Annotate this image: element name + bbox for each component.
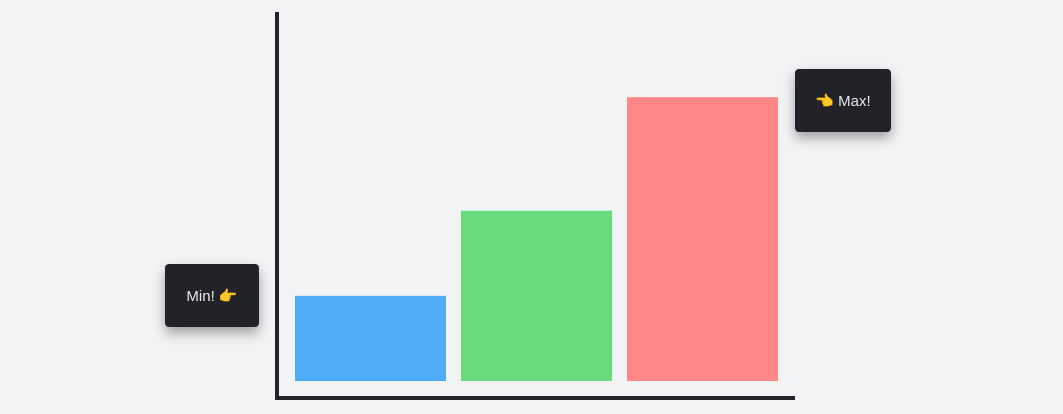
bar-3 (627, 97, 778, 382)
bar-1 (295, 295, 446, 381)
max-label: 👈 Max! (815, 92, 871, 110)
min-label: Min! 👉 (186, 287, 238, 305)
min-tooltip: Min! 👉 (165, 264, 259, 327)
max-tooltip: 👈 Max! (795, 69, 891, 132)
bar-2 (461, 210, 612, 381)
